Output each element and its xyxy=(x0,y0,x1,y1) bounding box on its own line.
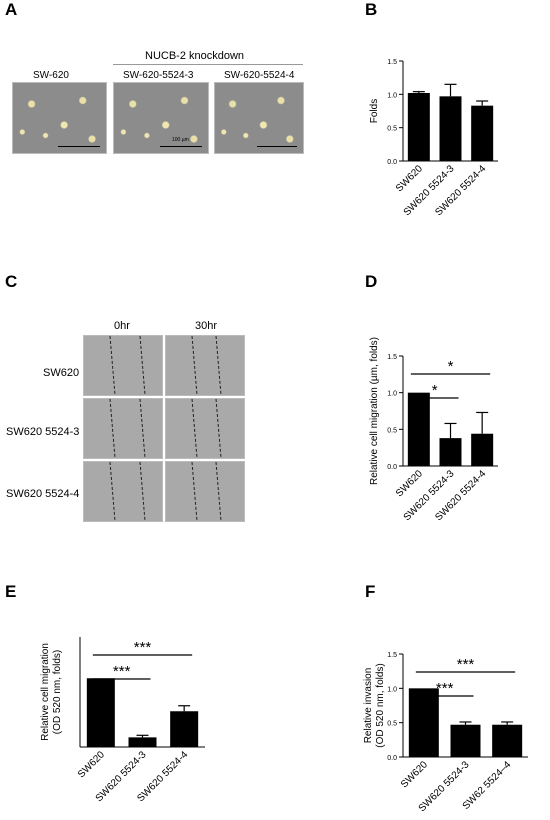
knockdown-header-rule xyxy=(113,64,303,65)
col-header-0hr: 0hr xyxy=(114,320,130,332)
y-tick-label: 0.0 xyxy=(387,159,397,166)
scratch-image-r3-c2 xyxy=(165,461,245,522)
wound-edge-line xyxy=(109,399,116,458)
significance-marker: *** xyxy=(457,656,475,673)
panel-letter-b: B xyxy=(365,0,378,19)
knockdown-header: NUCB-2 knockdown xyxy=(145,50,245,62)
bar xyxy=(439,438,462,466)
wound-edge-line xyxy=(191,399,198,458)
bar xyxy=(407,93,430,161)
micrograph-5524-4 xyxy=(214,82,304,154)
micrograph-5524-3: 100 µm xyxy=(113,82,209,154)
scale-bar xyxy=(58,146,100,147)
y-tick-label: 1.5 xyxy=(387,59,397,66)
x-tick-label: SW620 xyxy=(394,163,425,194)
scale-bar xyxy=(160,146,202,147)
wound-edge-line xyxy=(215,336,222,395)
y-axis-label: Relative invasion xyxy=(363,668,374,744)
y-axis-label-line2: (OD 520 nm, folds) xyxy=(375,663,386,747)
bar xyxy=(471,105,494,161)
bar xyxy=(128,737,157,747)
chart-d: 0.0 0.5 1.0 1.5 Relative cell migration (µm,… xyxy=(369,337,498,523)
bar xyxy=(450,724,481,757)
panel-letter-d: D xyxy=(365,272,378,291)
image-label-5524-3: SW-620-5524-3 xyxy=(123,70,194,81)
x-tick-label: SW620 xyxy=(394,468,425,499)
y-tick-label: 0.5 xyxy=(387,427,397,434)
scale-bar xyxy=(257,146,297,147)
significance-marker: *** xyxy=(436,680,454,697)
significance-marker: *** xyxy=(113,663,131,680)
wound-edge-line xyxy=(139,399,146,458)
bar xyxy=(439,96,462,161)
wound-edge-line xyxy=(191,336,198,395)
wound-edge-line xyxy=(109,336,116,395)
significance-marker: * xyxy=(448,358,454,375)
bar xyxy=(492,724,523,757)
scratch-image-r3-c1 xyxy=(83,461,163,522)
bar xyxy=(471,433,494,466)
x-tick-label: SW620 xyxy=(76,749,107,780)
chart-f: 0.0 0.5 1.0 1.5 Relative invasion (OD 520 nm,… xyxy=(363,652,528,814)
y-tick-label: 0.5 xyxy=(387,126,397,133)
bar xyxy=(408,688,439,757)
wound-edge-line xyxy=(139,336,146,395)
bar xyxy=(407,392,430,466)
y-tick-label: 1.5 xyxy=(387,354,397,361)
image-label-5524-4: SW-620-5524-4 xyxy=(224,70,295,81)
row-label-5524-4: SW620 5524-4 xyxy=(6,488,80,500)
significance-marker: *** xyxy=(134,639,152,656)
y-tick-label: 1.0 xyxy=(387,391,397,398)
y-tick-label: 0.0 xyxy=(387,464,397,471)
y-tick-label: 1.0 xyxy=(387,92,397,99)
wound-edge-line xyxy=(109,462,116,521)
scale-bar-label: 100 µm xyxy=(172,137,189,143)
panel-letter-c: C xyxy=(5,272,18,291)
y-axis-label: Relative cell migration xyxy=(40,643,51,741)
panel-letter-a: A xyxy=(5,0,18,19)
scratch-image-r1-c2 xyxy=(165,335,245,396)
scratch-image-r2-c2 xyxy=(165,398,245,459)
x-tick-label: SW620 xyxy=(399,759,430,790)
y-tick-label: 0.5 xyxy=(387,721,397,728)
y-tick-label: 1.0 xyxy=(387,686,397,693)
row-label-sw620: SW620 xyxy=(43,367,80,379)
scratch-image-r2-c1 xyxy=(83,398,163,459)
col-header-30hr: 30hr xyxy=(195,320,218,332)
bar xyxy=(170,711,199,747)
y-tick-label: 0.0 xyxy=(387,755,397,762)
image-label-sw620: SW-620 xyxy=(33,70,69,81)
wound-edge-line xyxy=(191,462,198,521)
y-axis-label-line2: (OD 520 nm, folds) xyxy=(52,650,63,734)
row-label-5524-3: SW620 5524-3 xyxy=(6,426,80,438)
y-axis-label: Folds xyxy=(369,99,380,123)
wound-edge-line xyxy=(215,462,222,521)
significance-marker: * xyxy=(432,382,438,399)
scratch-image-r1-c1 xyxy=(83,335,163,396)
panel-letter-f: F xyxy=(365,582,376,601)
panel-letter-e: E xyxy=(5,582,17,601)
micrograph-sw620 xyxy=(12,82,107,154)
y-tick-label: 1.5 xyxy=(387,652,397,659)
y-axis-label: Relative cell migration (µm, folds) xyxy=(369,337,380,485)
wound-edge-line xyxy=(139,462,146,521)
chart-e: Relative cell migration (OD 520 nm, folds… xyxy=(40,637,205,804)
bar xyxy=(86,678,115,747)
wound-edge-line xyxy=(215,399,222,458)
